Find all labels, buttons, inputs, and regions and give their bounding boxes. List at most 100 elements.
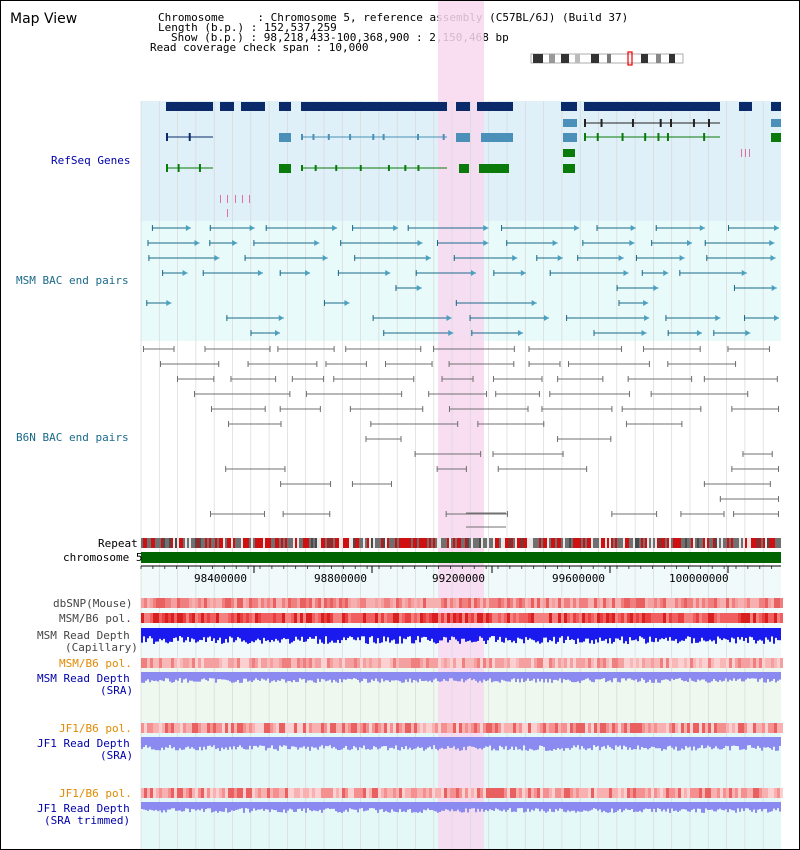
depth-bar: [641, 737, 643, 747]
bac-end: [469, 315, 471, 321]
heat-cell: [591, 658, 594, 668]
bac-end: [455, 300, 457, 306]
heat-cell: [444, 658, 447, 668]
depth-bar: [659, 672, 661, 683]
depth-bar: [307, 672, 309, 681]
depth-bar: [187, 672, 189, 683]
depth-bar: [263, 672, 265, 680]
depth-bar: [643, 802, 645, 810]
depth-bar: [463, 672, 465, 683]
repeat-mark: [665, 538, 667, 548]
heat-cell: [177, 598, 180, 608]
depth-bar: [611, 802, 613, 809]
heat-cell: [777, 613, 780, 623]
bac-end: [557, 436, 559, 442]
gene-block: [771, 102, 781, 111]
depth-bar: [463, 628, 465, 639]
track-label-b6n-bac[interactable]: B6N BAC end pairs: [16, 431, 129, 444]
gene-block: [456, 133, 470, 142]
depth-bar: [699, 802, 701, 809]
depth-bar: [173, 737, 175, 748]
depth-bar: [475, 737, 477, 748]
heat-cell: [321, 613, 324, 623]
depth-bar: [709, 628, 711, 640]
track-label-refseq[interactable]: RefSeq Genes: [51, 154, 131, 167]
depth-bar: [253, 628, 255, 643]
depth-bar: [519, 672, 521, 683]
track-label-jf1-depth-1[interactable]: JF1 Read Depth: [37, 737, 130, 750]
track-label-chromosome[interactable]: chromosome 5: [63, 551, 143, 564]
ideogram-band: [607, 54, 611, 63]
track-label-jf1-b6-pol-1[interactable]: JF1/B6 pol.: [59, 722, 132, 735]
heat-cell: [303, 788, 306, 798]
heat-cell: [441, 613, 444, 623]
depth-bar: [363, 672, 365, 679]
heat-cell: [666, 613, 669, 623]
depth-bar: [171, 737, 173, 749]
depth-bar: [193, 802, 195, 810]
depth-bar: [753, 628, 755, 640]
depth-bar: [173, 672, 175, 683]
depth-bar: [431, 802, 433, 810]
track-label-msm-depth-sra[interactable]: MSM Read Depth: [37, 672, 130, 685]
depth-bar: [423, 672, 425, 682]
depth-bar: [675, 802, 677, 811]
heat-cell: [687, 658, 690, 668]
heat-cell: [231, 613, 234, 623]
heat-cell: [375, 658, 378, 668]
depth-bar: [243, 737, 245, 749]
heat-cell: [609, 598, 612, 608]
track-label-jf1-depth-2[interactable]: JF1 Read Depth: [37, 802, 130, 815]
depth-bar: [313, 672, 315, 683]
track-label-jf1-b6-pol-2[interactable]: JF1/B6 pol.: [59, 787, 132, 800]
depth-bar: [525, 628, 527, 638]
depth-bar: [387, 628, 389, 638]
repeat-mark: [155, 538, 157, 548]
depth-bar: [563, 802, 565, 812]
depth-bar: [679, 802, 681, 811]
depth-bar: [563, 672, 565, 680]
bac-end-arrow: [182, 270, 188, 276]
heat-cell: [516, 788, 519, 798]
repeat-mark: [343, 538, 345, 548]
depth-bar: [629, 737, 631, 748]
repeat-mark: [669, 538, 671, 548]
heat-cell: [177, 658, 180, 668]
depth-bar: [653, 672, 655, 683]
track-label-msm-bac[interactable]: MSM BAC end pairs: [16, 274, 129, 287]
track-label-repeat[interactable]: Repeat: [98, 537, 138, 550]
heat-cell: [183, 658, 186, 668]
depth-bar: [377, 628, 379, 639]
repeat-mark: [293, 538, 295, 548]
heat-cell: [159, 658, 162, 668]
depth-bar: [563, 628, 565, 644]
ideogram-band: [549, 54, 555, 63]
heat-cell: [675, 788, 678, 798]
depth-bar: [319, 737, 321, 747]
track-label-dbsnp[interactable]: dbSNP(Mouse): [53, 597, 133, 610]
bac-end: [472, 376, 474, 382]
track-label-msm-depth-capillary[interactable]: MSM Read Depth: [37, 629, 130, 642]
heat-cell: [207, 658, 210, 668]
heat-cell: [360, 723, 363, 733]
heat-cell: [315, 788, 318, 798]
heat-cell: [366, 613, 369, 623]
track-label-msm-b6-pol-sra[interactable]: MSM/B6 pol.: [59, 657, 132, 670]
depth-bar: [433, 628, 435, 643]
depth-bar: [507, 628, 509, 641]
depth-bar: [501, 672, 503, 680]
depth-bar: [143, 672, 145, 683]
repeat-mark: [545, 538, 547, 548]
depth-bar: [561, 628, 563, 637]
depth-bar: [181, 628, 183, 638]
bac-end: [731, 406, 733, 412]
track-label-msm-b6-pol[interactable]: MSM/B6 pol.: [59, 612, 132, 625]
heat-cell: [483, 723, 486, 733]
depth-bar: [387, 802, 389, 813]
heat-cell: [543, 598, 546, 608]
depth-bar: [253, 802, 255, 809]
depth-bar: [505, 802, 507, 812]
depth-bar: [627, 737, 629, 750]
repeat-mark: [447, 538, 449, 548]
